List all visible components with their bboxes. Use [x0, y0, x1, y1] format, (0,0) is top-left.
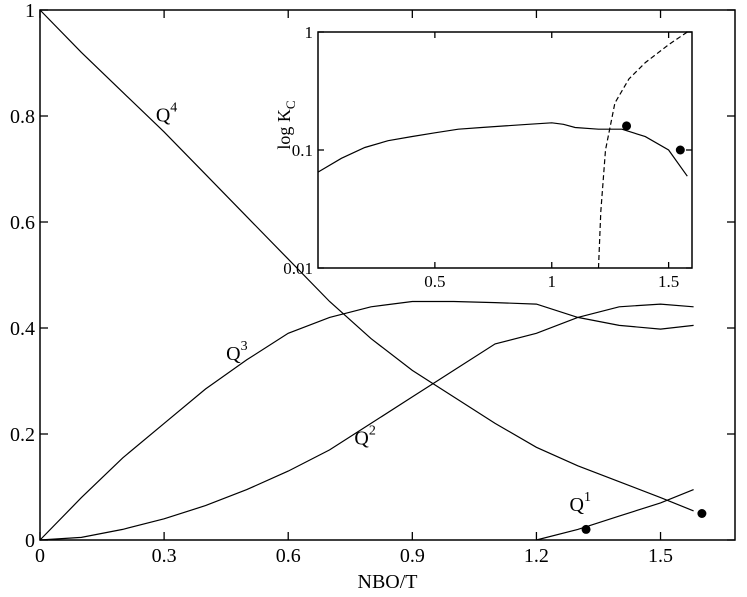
series-label: Q1 [570, 490, 591, 516]
data-point [697, 509, 707, 518]
x-tick-label: 1.5 [648, 545, 673, 567]
series-label: Q3 [226, 339, 247, 365]
data-point [675, 145, 685, 155]
plot-frame [317, 31, 693, 269]
series-label-text: Q [156, 104, 171, 126]
x-tick-label: 0.3 [152, 545, 177, 567]
series-line [39, 9, 694, 512]
series-label-sup: 3 [241, 339, 248, 354]
series-line [536, 489, 694, 541]
y-tick-label: 0.1 [292, 141, 313, 160]
series-line [317, 122, 688, 177]
y-tick-label: 0.01 [283, 259, 313, 278]
y-tick-label: 0.8 [10, 106, 35, 128]
data-point [581, 524, 591, 534]
x-tick-label: 0 [35, 545, 45, 567]
series-label-text: Q [354, 428, 369, 450]
y-tick-label: 0.4 [10, 318, 35, 340]
y-tick-label: 1 [305, 23, 314, 42]
x-axis-label: NBO/T [358, 571, 418, 592]
series-line [39, 303, 694, 541]
y-axis-label: log KC [274, 100, 298, 149]
y-tick-label: 0 [25, 530, 35, 552]
x-tick-label: 1.2 [524, 545, 549, 567]
series-label-sup: 4 [170, 100, 177, 115]
series-label-text: Q [226, 343, 241, 365]
x-tick-label: 0.6 [276, 545, 301, 567]
data-point [622, 121, 632, 131]
y-axis-label-text: log K [274, 109, 294, 150]
x-tick-label: 0.5 [424, 272, 445, 291]
series-line [597, 31, 688, 269]
x-tick-label: 1.5 [658, 272, 679, 291]
y-tick-label: 0.2 [10, 424, 35, 446]
series-label: Q2 [354, 424, 375, 450]
y-axis-label-sub: C [283, 100, 298, 109]
series-label: Q4 [156, 100, 177, 126]
series-label-text: Q [570, 494, 585, 516]
series-label-sup: 1 [584, 490, 591, 505]
y-tick-label: 1 [25, 0, 35, 22]
y-tick-label: 0.6 [10, 212, 35, 234]
series-label-sup: 2 [369, 424, 376, 439]
series-line [39, 300, 694, 541]
x-tick-label: 1 [548, 272, 557, 291]
x-tick-label: 0.9 [400, 545, 425, 567]
